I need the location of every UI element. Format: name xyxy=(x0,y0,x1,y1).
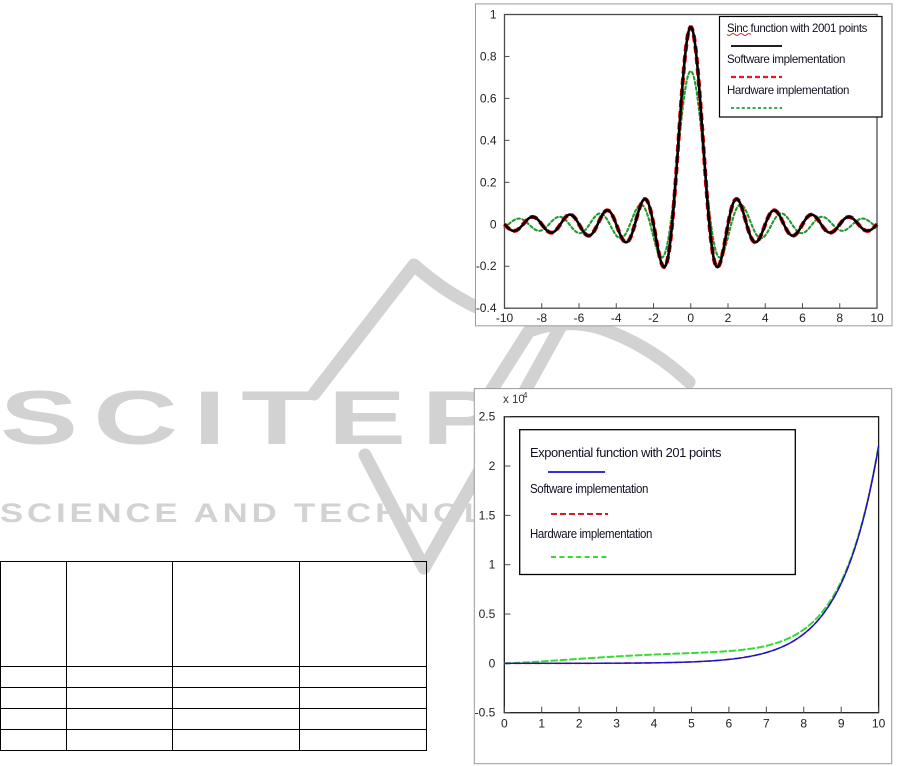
svg-text:Software implementation: Software implementation xyxy=(530,482,648,496)
svg-text:x 10: x 10 xyxy=(503,394,525,406)
svg-text:2: 2 xyxy=(576,717,583,731)
svg-text:0.5: 0.5 xyxy=(479,607,496,621)
svg-text:6: 6 xyxy=(726,717,733,731)
svg-text:2.5: 2.5 xyxy=(479,410,496,424)
svg-text:8: 8 xyxy=(800,717,807,731)
svg-text:3: 3 xyxy=(613,717,620,731)
svg-text:5: 5 xyxy=(688,717,695,731)
svg-text:4: 4 xyxy=(523,391,528,400)
svg-text:0: 0 xyxy=(489,656,496,670)
svg-text:2: 2 xyxy=(489,459,496,473)
svg-text:4: 4 xyxy=(651,717,658,731)
svg-text:0: 0 xyxy=(501,717,508,731)
svg-text:1: 1 xyxy=(489,558,496,572)
svg-text:1: 1 xyxy=(538,717,545,731)
svg-text:7: 7 xyxy=(763,717,770,731)
svg-text:Hardware implementation: Hardware implementation xyxy=(530,527,652,541)
svg-text:-0.5: -0.5 xyxy=(475,706,496,720)
svg-text:9: 9 xyxy=(838,717,845,731)
svg-text:Exponential function with 201: Exponential function with 201 points xyxy=(530,446,721,460)
svg-text:1.5: 1.5 xyxy=(479,508,496,522)
svg-text:10: 10 xyxy=(872,717,886,731)
